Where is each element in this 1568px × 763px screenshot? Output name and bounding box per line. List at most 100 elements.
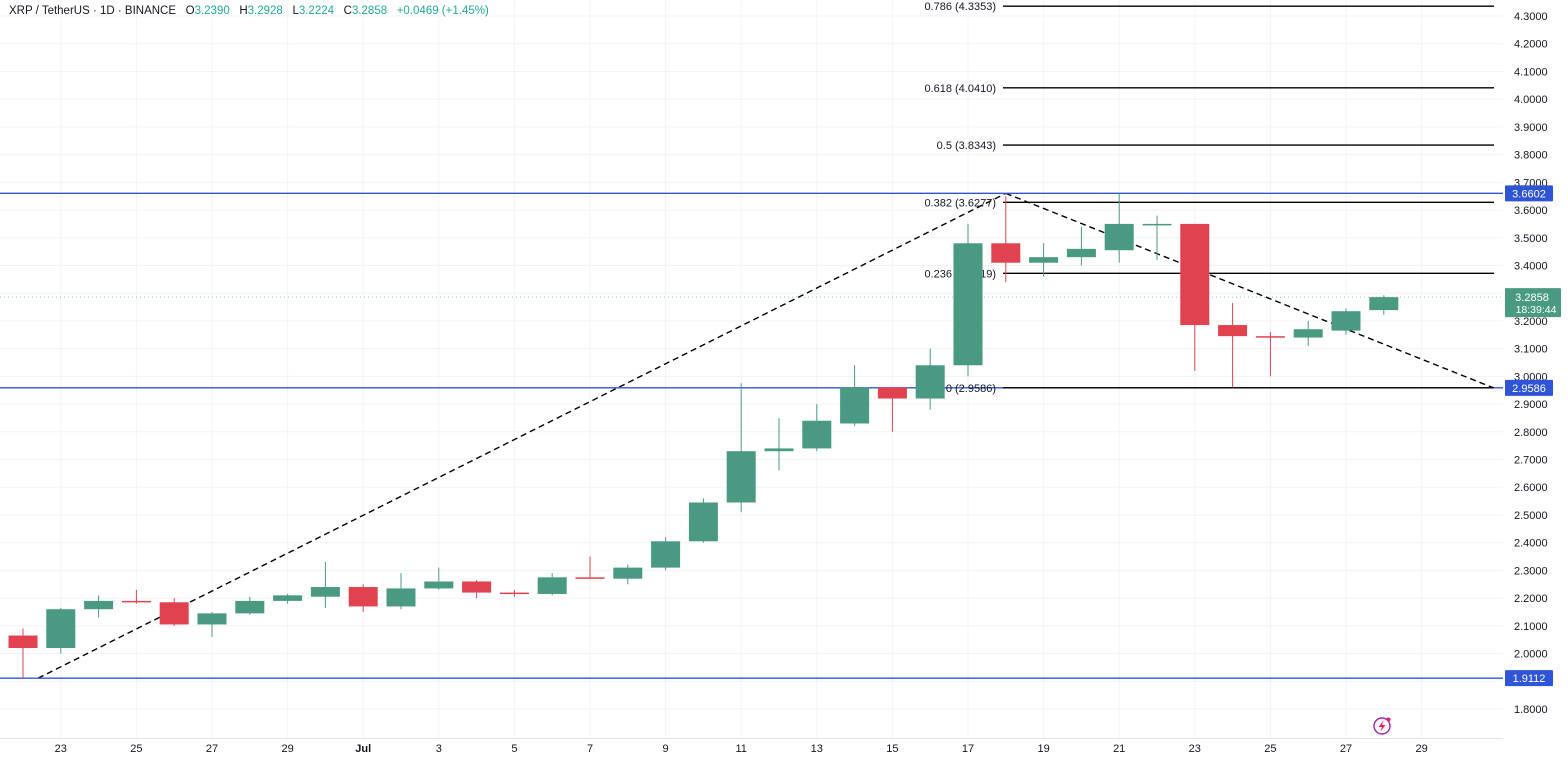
y-tick-label: 2.2000 xyxy=(1514,593,1548,605)
candle xyxy=(121,589,151,604)
candle xyxy=(348,584,378,612)
x-tick-label: 5 xyxy=(511,743,517,755)
candle-body xyxy=(424,581,454,589)
y-tick-label: 2.1000 xyxy=(1514,621,1548,633)
candle xyxy=(462,580,492,599)
candle xyxy=(424,567,454,590)
fib-level-label: 0.5 (3.8343) xyxy=(937,140,996,152)
candle xyxy=(159,598,189,626)
candle-body xyxy=(46,609,76,649)
last-price-tag-bg xyxy=(1505,288,1561,318)
y-tick-label: 2.6000 xyxy=(1514,482,1548,494)
x-tick-label: 29 xyxy=(1415,743,1427,755)
y-tick-label: 2.3000 xyxy=(1514,565,1548,577)
y-tick-label: 2.5000 xyxy=(1514,510,1548,522)
candle xyxy=(386,573,416,610)
candle-body xyxy=(613,567,643,579)
candlestick-series xyxy=(8,193,1399,679)
close-value: 3.2858 xyxy=(351,5,388,17)
change-value: +0.0469 (+1.45%) xyxy=(396,5,489,17)
candle-body xyxy=(537,577,567,594)
candle-body xyxy=(1180,223,1210,326)
trend-line xyxy=(37,192,1007,679)
candle-body xyxy=(1331,311,1361,331)
y-tick-label: 3.9000 xyxy=(1514,122,1548,134)
low-label: L xyxy=(292,5,299,17)
price-tag-bg xyxy=(1505,185,1553,202)
candle-body xyxy=(575,577,605,579)
y-tick-label: 3.4000 xyxy=(1514,260,1548,272)
candle-body xyxy=(121,600,151,603)
price-axis[interactable]: 1.80001.90002.00002.10002.20002.30002.40… xyxy=(1514,11,1548,716)
x-tick-label: 13 xyxy=(811,743,823,755)
candle-body xyxy=(1142,223,1172,226)
candle xyxy=(197,611,227,637)
candle-body xyxy=(159,602,189,625)
y-tick-label: 4.3000 xyxy=(1514,11,1548,23)
candle xyxy=(1142,215,1172,260)
y-tick-label: 4.2000 xyxy=(1514,39,1548,51)
y-tick-label: 2.8000 xyxy=(1514,427,1548,439)
candle xyxy=(688,498,718,543)
x-tick-label: 3 xyxy=(436,743,442,755)
fibonacci-retracement: 0.786 (4.3353) 0.618 (4.0410) 0.5 (3.8343)… xyxy=(924,1,1494,395)
candle xyxy=(726,383,756,513)
candle xyxy=(840,365,870,427)
horizontal-price-lines xyxy=(0,192,1503,679)
y-tick-label: 3.2000 xyxy=(1514,316,1548,328)
y-tick-label: 2.9000 xyxy=(1514,399,1548,411)
candle-body xyxy=(840,387,870,424)
x-tick-label: 9 xyxy=(663,743,669,755)
candle-body xyxy=(877,387,907,399)
candle xyxy=(651,537,681,571)
candle xyxy=(1293,320,1323,346)
x-tick-label: 25 xyxy=(1264,743,1276,755)
candle xyxy=(310,562,340,608)
candle xyxy=(802,404,832,452)
y-tick-label: 3.6000 xyxy=(1514,205,1548,217)
symbol-legend[interactable]: XRP / TetherUS · 1D · BINANCE O3.2390 H3… xyxy=(9,5,489,17)
candle-body xyxy=(1369,297,1399,311)
y-tick-label: 4.0000 xyxy=(1514,94,1548,106)
candle xyxy=(575,556,605,579)
high-label: H xyxy=(239,5,248,17)
time-axis[interactable]: 23 25 27 29 Jul 3 5 7 9 11 13 15 17 19 21 23 25 27 29 xyxy=(55,743,1428,755)
candle-body xyxy=(1066,248,1096,258)
x-tick-label: 11 xyxy=(735,743,746,755)
high-value: 3.2928 xyxy=(247,5,283,17)
candle-body xyxy=(1029,257,1059,263)
candle xyxy=(499,589,529,597)
price-tag-label: 2.9586 xyxy=(1512,383,1546,395)
candle-body xyxy=(8,635,38,649)
y-tick-label: 2.0000 xyxy=(1514,649,1548,661)
candle xyxy=(1029,243,1059,277)
candle xyxy=(877,387,907,432)
y-tick-label: 4.1000 xyxy=(1514,66,1548,78)
candle xyxy=(915,348,945,410)
fib-level-label: 0.382 (3.6277) xyxy=(924,197,996,209)
candle xyxy=(273,593,303,604)
x-tick-label: 27 xyxy=(206,743,218,755)
candle-body xyxy=(462,581,492,593)
symbol-title[interactable]: XRP / TetherUS · 1D · BINANCE xyxy=(9,5,177,17)
candle xyxy=(46,607,76,654)
candle-body xyxy=(310,587,340,597)
price-tag-label: 1.9112 xyxy=(1513,673,1546,685)
candle xyxy=(953,223,983,377)
x-tick-label: 21 xyxy=(1113,743,1125,755)
lightning-icon[interactable] xyxy=(1373,717,1391,735)
x-tick-label: 25 xyxy=(130,743,142,755)
candle-body xyxy=(235,600,265,614)
candle-body xyxy=(197,613,227,625)
x-tick-label: Jul xyxy=(355,743,371,755)
x-tick-label: 29 xyxy=(281,743,293,755)
candle xyxy=(1180,223,1210,371)
candle-body xyxy=(651,541,681,568)
x-tick-label: 23 xyxy=(55,743,67,755)
candle-body xyxy=(1218,325,1248,337)
candle-body xyxy=(499,592,529,595)
y-tick-label: 3.1000 xyxy=(1514,344,1548,356)
price-tag-bg xyxy=(1505,379,1553,396)
